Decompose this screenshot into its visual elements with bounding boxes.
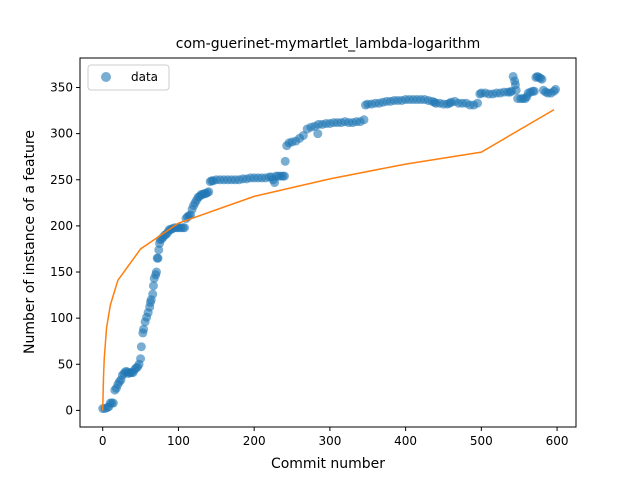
x-tick-label: 0	[99, 434, 107, 448]
x-axis-label: Commit number	[271, 456, 385, 472]
y-tick-label: 150	[50, 265, 73, 279]
data-point	[537, 74, 547, 84]
chart-title: com-guerinet-mymartlet_lambda-logarithm	[176, 36, 480, 52]
data-point	[151, 267, 161, 277]
data-point	[136, 342, 146, 352]
data-point	[148, 281, 158, 291]
data-point	[148, 289, 158, 299]
y-tick-label: 200	[50, 219, 73, 233]
x-tick-label: 100	[167, 434, 190, 448]
y-axis-label: Number of instance of a feature	[22, 130, 38, 354]
y-tick-label: 250	[50, 173, 73, 187]
data-point	[180, 223, 189, 233]
data-point	[153, 253, 163, 263]
data-point	[108, 398, 118, 408]
data-point	[529, 86, 539, 96]
data-point	[473, 98, 483, 108]
data-point	[204, 187, 214, 197]
legend-label-data: data	[131, 70, 158, 84]
data-point	[551, 84, 561, 94]
data-point	[359, 115, 369, 125]
x-tick-label: 400	[394, 434, 417, 448]
y-tick-label: 300	[50, 127, 73, 141]
x-tick-label: 600	[546, 434, 569, 448]
x-tick-label: 200	[243, 434, 266, 448]
legend-marker-data	[101, 72, 111, 82]
x-tick-label: 500	[470, 434, 493, 448]
data-point	[136, 354, 146, 364]
y-tick-label: 100	[50, 311, 73, 325]
data-point	[139, 324, 149, 334]
legend-box	[87, 64, 170, 91]
y-tick-label: 0	[65, 403, 73, 417]
x-tick-label: 300	[318, 434, 341, 448]
plot-area	[98, 71, 561, 414]
fit-curve	[101, 109, 555, 411]
legend: data	[87, 64, 170, 91]
data-point	[279, 171, 289, 181]
y-tick-label: 50	[58, 357, 73, 371]
data-point	[313, 129, 323, 139]
data-point	[280, 156, 290, 166]
y-tick-label: 350	[50, 81, 73, 95]
y-axis-ticks: 0 50 100 150 200 250 300 350	[50, 81, 80, 417]
axes-frame	[79, 57, 577, 428]
x-axis-ticks: 0 100 200 300 400 500 600	[99, 427, 569, 448]
data-point	[511, 85, 521, 95]
